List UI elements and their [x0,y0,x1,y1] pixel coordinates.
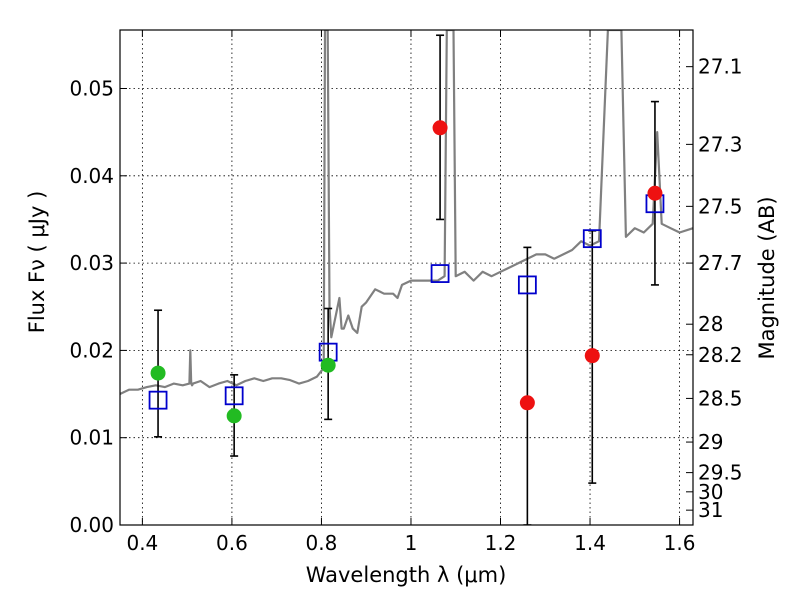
detection-point [226,408,242,424]
x-axis-title: Wavelength λ (μm) [306,563,507,587]
y-tick-label: 0.05 [69,76,114,100]
gridlines [120,30,693,526]
right-tick-label: 27.1 [698,55,743,79]
right-tick-label: 27.7 [698,251,743,275]
right-tick-label: 31 [698,498,723,522]
right-tick-label: 30 [698,480,723,504]
model-square-marker [582,229,602,249]
y-tick-label: 0.00 [69,513,114,537]
x-tick-label: 1.6 [664,531,696,555]
right-tick-label: 28.5 [698,386,743,410]
spectrum-layer [120,30,693,395]
tick-layer: 0.4 0.6 0.8 1 1.2 1.4 1.6 0.00 0.01 0.02 0.03 0.04 0… [69,30,743,555]
y-tick-label: 0.04 [69,164,114,188]
right-tick-label: 29 [698,430,723,454]
marker-layer [148,120,665,424]
x-tick-label: 1 [405,531,418,555]
model-square-marker [148,390,168,410]
right-tick-label: 27.5 [698,194,743,218]
spectrum-line [120,30,693,395]
right-axis-title: Magnitude (AB) [755,196,779,359]
right-tick-label: 27.3 [698,132,743,156]
red-data-point [647,185,663,201]
model-square-marker [430,264,450,283]
y-tick-label: 0.03 [69,251,114,275]
model-square-marker [224,386,244,406]
y-tick-label: 0.01 [69,426,114,450]
x-tick-label: 0.8 [306,531,338,555]
errorbar-layer [154,34,659,525]
x-tick-label: 0.4 [126,531,158,555]
red-data-point [584,348,600,364]
red-data-point [432,120,448,136]
right-tick-label: 29.5 [698,461,743,485]
detection-point [150,365,166,381]
right-tick-label: 28.2 [698,343,743,367]
x-tick-label: 1.2 [485,531,517,555]
plot-frame [119,29,694,526]
red-data-point [519,395,535,411]
model-square-marker [517,275,537,295]
y-tick-label: 0.02 [69,338,114,362]
x-tick-label: 0.6 [216,531,248,555]
right-tick-label: 28 [698,312,723,336]
detection-point [320,357,336,373]
x-tick-label: 1.4 [574,531,606,555]
y-axis-title: Flux Fν ( μJy ) [25,191,49,334]
